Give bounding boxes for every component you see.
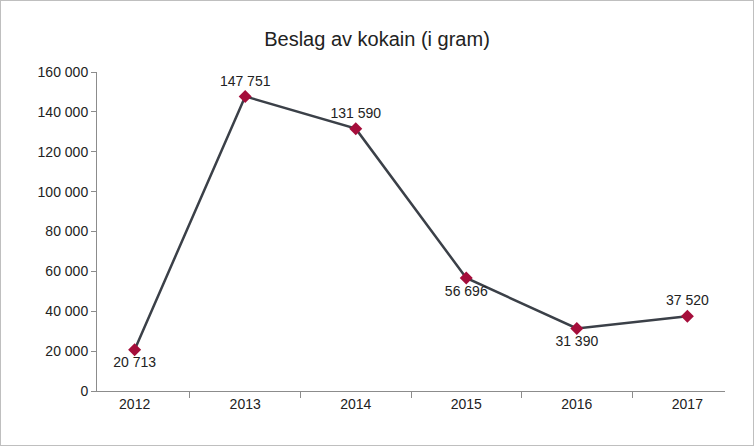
- svg-text:120 000: 120 000: [38, 144, 89, 160]
- svg-text:60 000: 60 000: [45, 263, 88, 279]
- svg-text:2017: 2017: [672, 396, 703, 412]
- svg-text:56 696: 56 696: [445, 283, 488, 299]
- svg-text:40 000: 40 000: [45, 303, 88, 319]
- svg-text:80 000: 80 000: [45, 223, 88, 239]
- svg-text:100 000: 100 000: [38, 184, 89, 200]
- svg-text:31 390: 31 390: [555, 333, 598, 349]
- svg-text:2016: 2016: [561, 396, 592, 412]
- svg-text:2013: 2013: [230, 396, 261, 412]
- svg-text:Beslag av kokain (i gram): Beslag av kokain (i gram): [264, 28, 490, 50]
- svg-text:2015: 2015: [451, 396, 482, 412]
- svg-text:2012: 2012: [119, 396, 150, 412]
- svg-text:160 000: 160 000: [38, 64, 89, 80]
- svg-text:2014: 2014: [340, 396, 371, 412]
- svg-text:147 751: 147 751: [220, 73, 271, 89]
- svg-text:20 000: 20 000: [45, 343, 88, 359]
- svg-text:37 520: 37 520: [666, 292, 709, 308]
- svg-text:131 590: 131 590: [330, 105, 381, 121]
- svg-text:0: 0: [80, 383, 88, 399]
- svg-text:140 000: 140 000: [38, 104, 89, 120]
- svg-text:20 713: 20 713: [113, 354, 156, 370]
